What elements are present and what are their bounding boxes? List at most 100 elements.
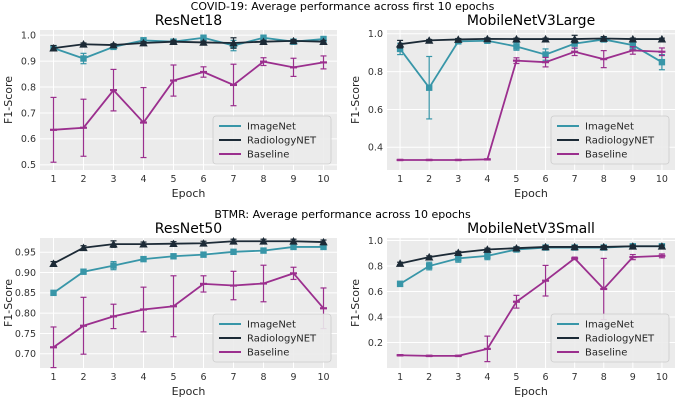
y-tick-label: 0.4 — [368, 312, 383, 323]
data-point-radiologynet — [109, 239, 118, 248]
legend-box — [550, 115, 670, 165]
y-axis-label: F1-Score — [2, 76, 15, 124]
data-point-radiologynet — [79, 40, 88, 48]
legend-label-radiologynet: RadiologyNET — [585, 136, 655, 147]
y-tick-label: 0.5 — [21, 160, 36, 171]
series-line-imagenet — [399, 38, 663, 90]
chart-title: ResNet50 — [155, 221, 222, 237]
series-radiologynet — [395, 242, 667, 267]
y-tick-label: 0.6 — [368, 105, 383, 116]
data-point-radiologynet — [229, 237, 238, 245]
x-tick-label: 6 — [543, 174, 549, 185]
x-tick-label: 9 — [630, 372, 636, 383]
data-point-radiologynet — [541, 34, 550, 43]
chart-title: ResNet18 — [155, 13, 222, 29]
series-baseline — [396, 253, 666, 363]
data-point-radiologynet — [424, 252, 434, 261]
data-point-imagenet — [50, 289, 57, 297]
x-tick-label: 4 — [140, 372, 146, 383]
data-point-imagenet — [260, 247, 267, 254]
data-point-radiologynet — [570, 34, 579, 43]
data-point-radiologynet — [109, 40, 118, 49]
legend-label-imagenet: ImageNet — [585, 122, 634, 133]
x-tick-label: 6 — [200, 174, 206, 185]
data-point-radiologynet — [657, 34, 667, 43]
series-baseline — [50, 264, 327, 369]
x-tick-label: 4 — [484, 372, 490, 383]
data-point-radiologynet — [259, 237, 268, 245]
legend: ImageNet RadiologyNET Baseline — [212, 115, 332, 165]
data-point-imagenet — [542, 51, 549, 58]
data-point-radiologynet — [289, 36, 298, 45]
data-point-radiologynet — [599, 242, 608, 251]
y-tick-label: 0.8 — [21, 82, 36, 93]
x-tick-label: 9 — [290, 174, 296, 185]
data-point-radiologynet — [169, 37, 178, 46]
x-tick-label: 10 — [317, 372, 329, 383]
data-point-radiologynet — [319, 237, 328, 246]
data-point-radiologynet — [454, 248, 463, 257]
legend: ImageNet RadiologyNET Baseline — [212, 313, 332, 363]
x-tick-label: 10 — [317, 174, 329, 185]
data-point-radiologynet — [483, 34, 492, 43]
data-point-radiologynet — [454, 35, 463, 43]
data-point-radiologynet — [79, 243, 88, 252]
data-point-imagenet — [571, 40, 578, 47]
data-point-radiologynet — [259, 37, 268, 46]
y-tick-label: 0.6 — [368, 287, 383, 298]
suptitle-covid: COVID-19: Average performance across fir… — [191, 0, 495, 13]
series-line-baseline — [53, 60, 324, 131]
x-tick-label: 9 — [290, 372, 296, 383]
x-tick-label: 5 — [513, 372, 519, 383]
data-point-radiologynet — [289, 237, 298, 245]
legend-box — [212, 115, 332, 165]
data-point-imagenet — [455, 255, 462, 262]
x-tick-label: 1 — [397, 372, 403, 383]
data-point-radiologynet — [424, 36, 434, 44]
x-tick-label: 10 — [656, 174, 668, 185]
data-point-radiologynet — [139, 38, 148, 47]
x-tick-label: 7 — [230, 372, 236, 383]
x-tick-label: 10 — [656, 372, 668, 383]
data-point-radiologynet — [49, 259, 58, 267]
series-radiologynet — [49, 237, 328, 267]
y-tick-label: 1.0 — [21, 30, 36, 41]
data-point-radiologynet — [512, 243, 521, 252]
x-tick-label: 8 — [601, 372, 607, 383]
y-tick-label: 0.75 — [15, 329, 36, 340]
data-point-radiologynet — [570, 242, 579, 251]
legend-label-radiologynet: RadiologyNET — [247, 136, 317, 147]
x-tick-label: 8 — [260, 372, 266, 383]
y-tick-label: 0.85 — [15, 288, 36, 299]
data-point-radiologynet — [395, 259, 405, 267]
data-point-imagenet — [200, 251, 207, 258]
x-tick-label: 7 — [572, 174, 578, 185]
x-tick-label: 8 — [601, 174, 607, 185]
panel-mobilenetv3small: 0.2 0.4 0.6 0.8 1.0 1 2 3 4 5 6 7 8 9 10 MobileNetV3Sma… — [349, 221, 675, 398]
x-tick-label: 9 — [630, 174, 636, 185]
x-tick-label: 5 — [170, 372, 176, 383]
legend-label-baseline: Baseline — [585, 150, 627, 161]
data-point-radiologynet — [512, 34, 521, 43]
y-tick-label: 0.8 — [368, 261, 383, 272]
data-point-imagenet — [290, 243, 297, 251]
legend-label-imagenet: ImageNet — [247, 122, 296, 133]
data-point-imagenet — [425, 262, 433, 270]
y-tick-label: 0.2 — [368, 338, 383, 349]
x-tick-label: 3 — [455, 372, 461, 383]
legend-label-radiologynet: RadiologyNET — [247, 334, 317, 345]
data-point-imagenet — [320, 243, 327, 251]
data-point-radiologynet — [199, 239, 208, 247]
chart-title: MobileNetV3Large — [467, 13, 595, 29]
data-point-imagenet — [230, 248, 237, 256]
chart-title: MobileNetV3Small — [467, 221, 595, 237]
x-axis-label: Epoch — [172, 385, 206, 398]
y-tick-label: 0.90 — [15, 268, 36, 279]
x-tick-label: 5 — [170, 174, 176, 185]
data-point-imagenet — [396, 45, 404, 53]
x-tick-label: 8 — [260, 174, 266, 185]
data-point-imagenet — [658, 58, 666, 66]
data-point-radiologynet — [395, 39, 405, 48]
x-tick-label: 6 — [200, 372, 206, 383]
